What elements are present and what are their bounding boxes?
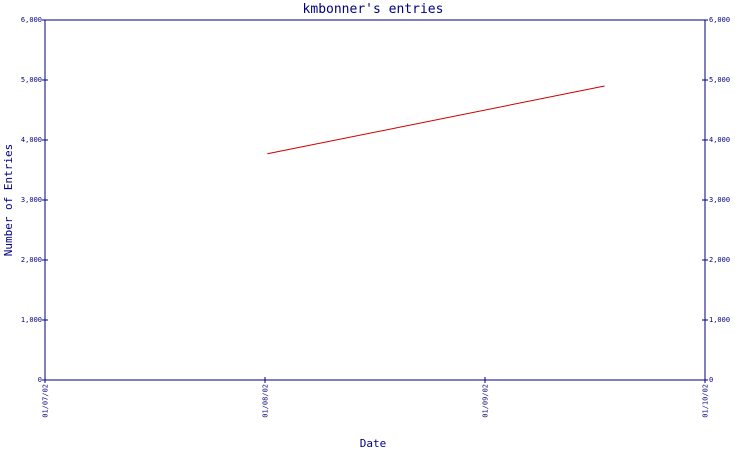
y-tick-label-right: 4,000 [709,136,730,144]
y-tick-label-right: 5,000 [709,76,730,84]
chart-title: kmbonner's entries [303,2,444,17]
x-tick-label: 01/07/02 [42,384,50,418]
x-axis: 01/07/02 01/08/02 01/09/02 01/10/02 [42,377,710,418]
y-tick-label-right: 3,000 [709,196,730,204]
y-tick-label-left: 5,000 [21,76,42,84]
x-tick-label: 01/10/02 [702,384,710,418]
y-tick-label-left: 4,000 [21,136,42,144]
y-tick-label-right: 2,000 [709,256,730,264]
y-tick-label-right: 1,000 [709,316,730,324]
y-tick-label-left: 6,000 [21,16,42,24]
x-tick-label: 01/09/02 [482,384,490,418]
series-line [267,85,605,155]
y-tick-label-left: 2,000 [21,256,42,264]
y-tick-label-left: 1,000 [21,316,42,324]
y-tick-label-right: 6,000 [709,16,730,24]
y-axis-label: Number of Entries [2,144,15,257]
series-layer [267,85,605,155]
y-tick-label-left: 3,000 [21,196,42,204]
plot-frame [44,19,706,381]
y-tick-label-right: 0 [709,376,713,384]
x-axis-label: Date [360,437,387,450]
x-tick-label: 01/08/02 [262,384,270,418]
y-axis-right: 0 1,000 2,000 3,000 4,000 5,000 6,000 [702,16,730,384]
y-tick-label-left: 0 [38,376,42,384]
y-axis-left: 0 1,000 2,000 3,000 4,000 5,000 6,000 [21,16,48,384]
